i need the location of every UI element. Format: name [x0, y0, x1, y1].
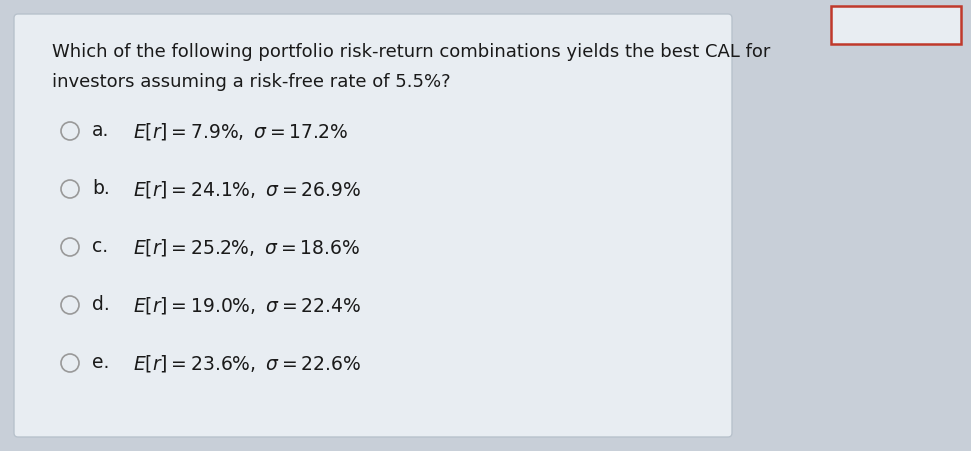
Text: a.: a.	[92, 121, 110, 141]
Text: $E[r] = 19.0\%,\ \sigma = 22.4\%$: $E[r] = 19.0\%,\ \sigma = 22.4\%$	[133, 295, 361, 316]
Text: c.: c.	[92, 238, 108, 257]
Text: $E[r] = 24.1\%,\ \sigma = 26.9\%$: $E[r] = 24.1\%,\ \sigma = 26.9\%$	[133, 179, 361, 199]
FancyBboxPatch shape	[14, 14, 732, 437]
Text: $E[r] = 25.2\%,\ \sigma = 18.6\%$: $E[r] = 25.2\%,\ \sigma = 18.6\%$	[133, 236, 360, 258]
Text: e.: e.	[92, 354, 110, 373]
Circle shape	[61, 180, 79, 198]
Text: investors assuming a risk-free rate of 5.5%?: investors assuming a risk-free rate of 5…	[52, 73, 451, 91]
Circle shape	[61, 238, 79, 256]
Circle shape	[61, 354, 79, 372]
Text: $E[r] = 7.9\%,\ \sigma = 17.2\%$: $E[r] = 7.9\%,\ \sigma = 17.2\%$	[133, 120, 348, 142]
Text: Which of the following portfolio risk-return combinations yields the best CAL fo: Which of the following portfolio risk-re…	[52, 43, 770, 61]
Text: b.: b.	[92, 179, 110, 198]
Text: d.: d.	[92, 295, 110, 314]
Circle shape	[61, 122, 79, 140]
FancyBboxPatch shape	[831, 6, 961, 44]
Circle shape	[61, 296, 79, 314]
Text: $E[r] = 23.6\%,\ \sigma = 22.6\%$: $E[r] = 23.6\%,\ \sigma = 22.6\%$	[133, 353, 361, 373]
